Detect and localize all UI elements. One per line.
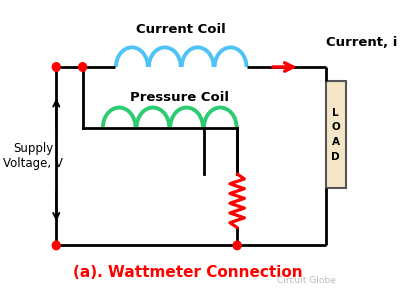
Text: Current Coil: Current Coil xyxy=(136,23,226,36)
Text: L
O
A
D: L O A D xyxy=(332,108,340,162)
Circle shape xyxy=(79,63,86,71)
Text: Pressure Coil: Pressure Coil xyxy=(130,91,229,104)
Text: Circuit Globe: Circuit Globe xyxy=(277,276,336,285)
Circle shape xyxy=(52,241,60,250)
Text: Current, i: Current, i xyxy=(326,36,398,49)
Circle shape xyxy=(52,63,60,71)
Text: Supply
Voltage, V: Supply Voltage, V xyxy=(3,142,63,170)
Text: (a). Wattmeter Connection: (a). Wattmeter Connection xyxy=(73,265,303,280)
Circle shape xyxy=(233,241,241,250)
FancyBboxPatch shape xyxy=(326,81,346,188)
